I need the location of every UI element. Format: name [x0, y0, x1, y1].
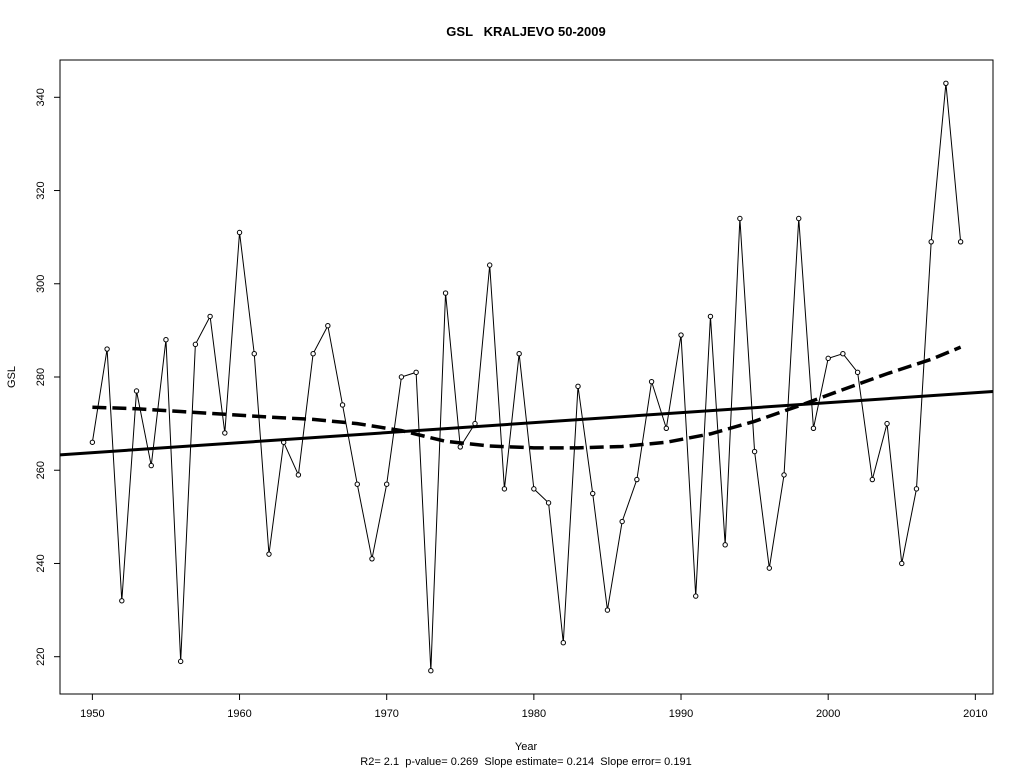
- gsl-data-point: [781, 472, 787, 478]
- gsl-data-point: [163, 337, 169, 343]
- x-tick-label: 1970: [374, 708, 398, 720]
- y-tick-label: 240: [35, 554, 47, 572]
- gsl-data-point: [648, 378, 655, 385]
- gsl-data-point: [192, 341, 199, 348]
- x-axis-label: Year: [515, 741, 538, 753]
- x-tick-label: 2010: [963, 708, 987, 720]
- gsl-data-point: [693, 593, 699, 599]
- y-tick-label: 320: [35, 181, 47, 199]
- y-axis-label: GSL: [6, 366, 18, 388]
- gsl-data-point: [501, 486, 508, 492]
- gsl-data-point: [957, 239, 964, 245]
- gsl-data-point: [810, 425, 817, 431]
- gsl-data-point: [207, 313, 213, 320]
- gsl-data-point: [678, 332, 684, 338]
- gsl-data-point: [722, 542, 728, 548]
- y-tick-label: 220: [35, 648, 47, 666]
- gsl-data-point: [825, 355, 831, 362]
- gsl-data-point: [913, 486, 920, 492]
- gsl-data-point: [148, 462, 154, 469]
- gsl-data-point: [442, 290, 449, 296]
- linear-trend-line: [59, 389, 994, 457]
- smoothed-trend-line: [92, 345, 962, 450]
- axes: 1950 1960 1970 1980 1990 2000 2010 220 240 260 280…: [35, 88, 988, 720]
- gsl-data-point: [531, 486, 537, 492]
- gsl-data-point: [707, 313, 714, 320]
- gsl-data-point: [383, 481, 390, 487]
- gsl-data-point: [560, 640, 566, 646]
- x-tick-label: 1950: [80, 708, 104, 720]
- gsl-data-point: [354, 481, 360, 487]
- x-tick-label: 2000: [816, 708, 840, 720]
- gsl-series-line: [91, 83, 962, 671]
- gsl-data-point: [766, 565, 773, 571]
- gsl-data-point: [663, 425, 670, 431]
- gsl-data-point: [89, 439, 96, 445]
- x-tick-label: 1960: [227, 708, 251, 720]
- gsl-data-point: [928, 239, 934, 245]
- gsl-data-point: [428, 667, 434, 674]
- gsl-data-point: [398, 374, 405, 380]
- gsl-data-point: [266, 551, 272, 557]
- chart-title: GSL KRALJEVO 50-2009: [446, 24, 605, 39]
- gsl-data-point: [310, 350, 316, 357]
- plot-area: [59, 80, 994, 674]
- gsl-data-point: [119, 598, 125, 604]
- gsl-data-point: [854, 369, 861, 376]
- gsl-data-point: [236, 229, 243, 236]
- y-tick-label: 300: [35, 275, 47, 293]
- gsl-data-point: [796, 215, 802, 222]
- gsl-data-point: [545, 500, 552, 506]
- gsl-data-point: [943, 80, 949, 87]
- gsl-data-point: [251, 350, 257, 357]
- gsl-data-point: [604, 607, 611, 613]
- gsl-data-point: [840, 350, 846, 357]
- gsl-data-point: [295, 472, 302, 478]
- gsl-data-point: [487, 262, 493, 268]
- gsl-data-point: [590, 490, 596, 497]
- gsl-data-point: [369, 556, 375, 562]
- gsl-data-point: [634, 476, 640, 483]
- x-tick-label: 1980: [522, 708, 546, 720]
- gsl-data-point: [222, 430, 228, 436]
- gsl-data-point: [104, 346, 110, 352]
- gsl-data-point: [751, 448, 758, 455]
- y-tick-label: 260: [35, 461, 47, 479]
- gsl-data-point: [884, 420, 890, 427]
- gsl-data-point: [325, 323, 331, 329]
- gsl-data-point: [339, 402, 346, 408]
- gsl-data-point: [619, 518, 625, 525]
- gsl-data-point: [177, 658, 184, 665]
- x-tick-label: 1990: [669, 708, 693, 720]
- gsl-data-point: [133, 388, 140, 394]
- gsl-data-point: [516, 350, 522, 357]
- gsl-data-point: [575, 383, 581, 390]
- stats-footnote: R2= 2.1 p-value= 0.269 Slope estimate= 0…: [360, 756, 691, 768]
- gsl-data-point: [737, 215, 743, 222]
- gsl-data-point: [899, 560, 905, 567]
- gsl-data-point: [869, 476, 876, 483]
- y-tick-label: 280: [35, 368, 47, 386]
- gsl-data-point: [413, 369, 419, 376]
- gsl-data-point: [457, 444, 463, 450]
- y-tick-label: 340: [35, 88, 47, 106]
